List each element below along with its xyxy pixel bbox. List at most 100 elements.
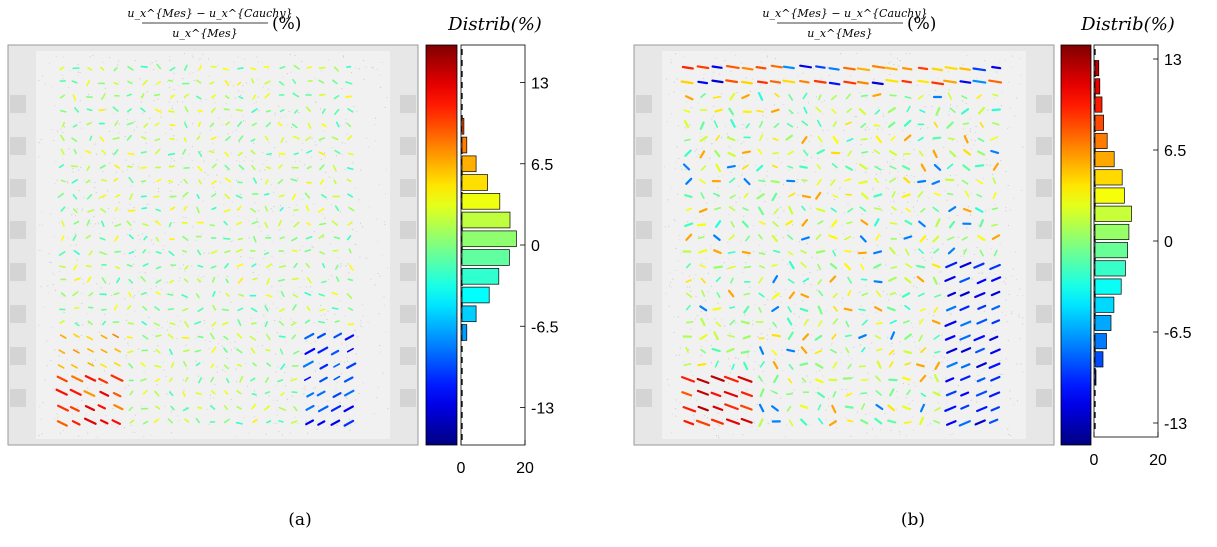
speckle-dot (897, 58, 898, 59)
colorbar (1061, 45, 1091, 445)
speckle-dot (979, 98, 980, 99)
speckle-dot (860, 344, 861, 345)
field-vector (198, 337, 203, 338)
speckle-dot (39, 225, 40, 226)
speckle-dot (323, 130, 324, 131)
title-percent: (%) (272, 14, 301, 34)
speckle-dot (264, 170, 265, 171)
speckle-dot (346, 396, 347, 397)
grip-tooth-right (400, 263, 416, 281)
field-vector (903, 68, 911, 69)
field-vector (279, 251, 283, 252)
speckle-dot (840, 359, 841, 360)
speckle-dot (978, 375, 979, 376)
speckle-dot (157, 280, 158, 281)
speckle-dot (306, 359, 307, 360)
speckle-dot (371, 67, 372, 68)
speckle-dot (674, 220, 675, 221)
speckle-dot (375, 284, 376, 285)
speckle-dot (76, 244, 77, 245)
speckle-dot (790, 268, 791, 269)
speckle-dot (974, 254, 975, 255)
speckle-dot (201, 101, 202, 102)
speckle-dot (986, 159, 987, 160)
field-vector (168, 309, 173, 310)
speckle-dot (862, 339, 863, 340)
speckle-dot (186, 298, 187, 299)
speckle-dot (882, 129, 883, 130)
title-percent: (%) (907, 14, 936, 34)
field-vector (773, 335, 780, 336)
speckle-dot (260, 171, 261, 172)
speckle-dot (183, 379, 184, 380)
speckle-dot (831, 286, 832, 287)
speckle-dot (917, 215, 918, 216)
speckle-dot (708, 291, 709, 292)
speckle-dot (311, 157, 312, 158)
speckle-dot (227, 358, 228, 359)
speckle-dot (382, 254, 383, 255)
speckle-dot (355, 188, 356, 189)
speckle-dot (207, 175, 208, 176)
speckle-dot (39, 406, 40, 407)
field-vector (858, 82, 868, 84)
speckle-dot (725, 126, 726, 127)
speckle-dot (58, 356, 59, 357)
speckle-dot (847, 393, 848, 394)
speckle-dot (82, 279, 83, 280)
y-tick-label: -13 (1164, 416, 1187, 433)
speckle-dot (702, 215, 703, 216)
speckle-dot (354, 422, 355, 423)
speckle-dot (262, 345, 263, 346)
field-vector (239, 239, 243, 240)
speckle-dot (312, 246, 313, 247)
field-vector (294, 153, 298, 154)
speckle-dot (125, 338, 126, 339)
speckle-dot (737, 126, 738, 127)
speckle-dot (941, 335, 942, 336)
field-vector (745, 267, 751, 268)
speckle-dot (933, 315, 934, 316)
speckle-dot (311, 343, 312, 344)
speckle-dot (80, 100, 81, 101)
speckle-dot (280, 285, 281, 286)
speckle-dot (203, 361, 204, 362)
speckle-dot (280, 117, 281, 118)
speckle-dot (278, 106, 279, 107)
speckle-dot (759, 365, 760, 366)
speckle-dot (768, 423, 769, 424)
speckle-dot (78, 170, 79, 171)
speckle-dot (72, 414, 73, 415)
speckle-dot (827, 193, 828, 194)
speckle-dot (355, 399, 356, 400)
speckle-dot (341, 265, 342, 266)
speckle-dot (359, 68, 360, 69)
field-vector (742, 352, 749, 353)
speckle-dot (75, 215, 76, 216)
speckle-dot (911, 98, 912, 99)
speckle-dot (173, 222, 174, 223)
speckle-dot (342, 394, 343, 395)
grip-tooth-left (10, 263, 26, 281)
speckle-dot (870, 138, 871, 139)
speckle-dot (993, 264, 994, 265)
speckle-dot (1005, 207, 1006, 208)
speckle-dot (772, 299, 773, 300)
speckle-dot (718, 437, 719, 438)
field-vector (772, 181, 779, 182)
speckle-dot (961, 393, 962, 394)
speckle-dot (882, 210, 883, 211)
speckle-dot (257, 332, 258, 333)
speckle-dot (81, 335, 82, 336)
field-vector (128, 323, 133, 324)
speckle-dot (675, 408, 676, 409)
speckle-dot (818, 158, 819, 159)
speckle-dot (970, 118, 971, 119)
speckle-dot (944, 296, 945, 297)
speckle-dot (359, 257, 360, 258)
speckle-dot (192, 160, 193, 161)
speckle-dot (153, 278, 154, 279)
speckle-dot (823, 130, 824, 131)
speckle-dot (729, 366, 730, 367)
speckle-dot (172, 197, 173, 198)
